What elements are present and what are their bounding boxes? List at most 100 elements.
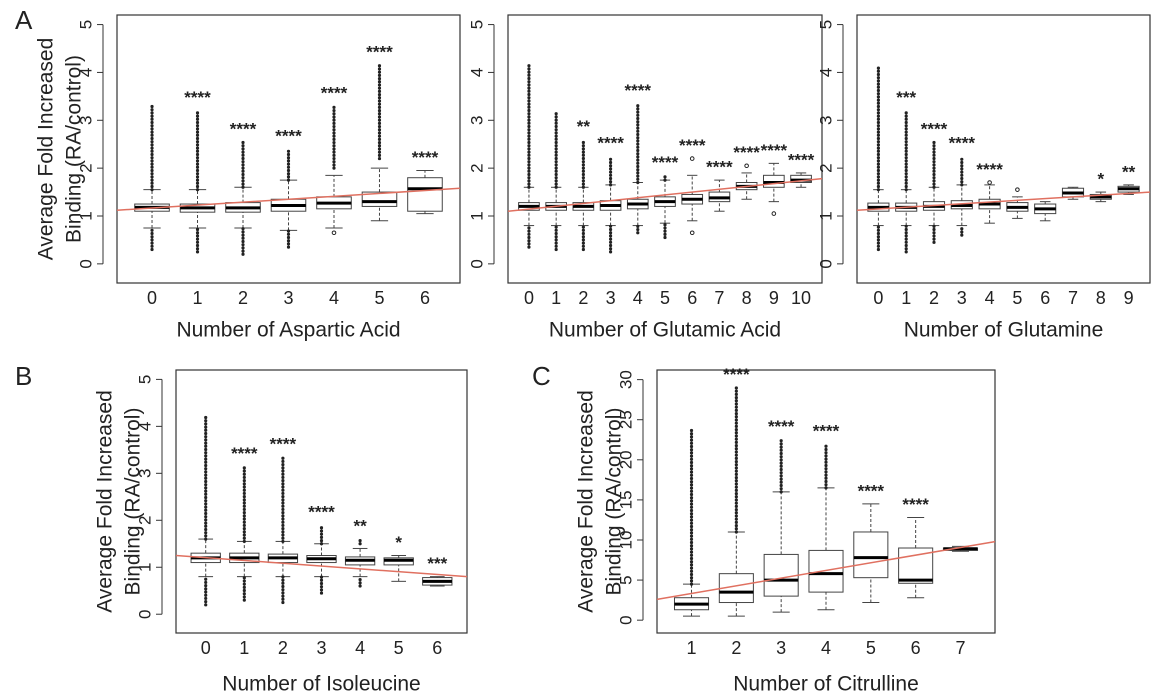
x-axis-label: Number of Glutamic Acid [549, 319, 781, 342]
significance: **** [652, 153, 679, 172]
x-axis-label: Number of Glutamine [904, 319, 1104, 342]
x-tick-label: 6 [687, 288, 697, 308]
y-tick-label: 4 [76, 68, 95, 77]
x-tick-label: 3 [606, 288, 616, 308]
box [853, 531, 889, 579]
y-axis-label: Average Fold Increased [94, 390, 117, 613]
significance: *** [896, 88, 916, 107]
y-tick-label: 1 [467, 211, 486, 220]
x-axis-label: Number of Aspartic Acid [176, 319, 400, 342]
x-tick-label: 1 [551, 288, 561, 308]
significance: **** [768, 417, 795, 436]
outlier [1015, 187, 1020, 192]
x-tick-label: 4 [355, 638, 365, 658]
outlier [689, 230, 695, 236]
y-tick-label: 30 [616, 370, 635, 389]
x-tick-label: 4 [633, 288, 643, 308]
y-tick-label: 1 [816, 211, 835, 220]
trend-line [116, 187, 461, 212]
x-tick-label: 10 [791, 288, 811, 308]
significance: **** [858, 481, 885, 500]
x-tick-label: 1 [193, 288, 203, 308]
y-axis-label: Binding (RA/control) [63, 55, 86, 243]
significance: **** [976, 160, 1003, 179]
x-tick-label: 1 [239, 638, 249, 658]
y-tick-label: 25 [616, 410, 635, 429]
panel-label: B [15, 361, 32, 391]
outlier [744, 163, 749, 169]
panel-label: C [532, 361, 551, 391]
box [763, 553, 799, 597]
plot-frame [856, 14, 1151, 284]
plot-frame [175, 369, 468, 634]
significance: **** [733, 143, 760, 162]
x-tick-label: 1 [687, 638, 697, 658]
x-tick-label: 7 [714, 288, 724, 308]
significance: *** [427, 554, 447, 573]
y-tick-label: 0 [76, 259, 95, 268]
x-tick-label: 4 [821, 638, 831, 658]
y-tick-label: 3 [816, 116, 835, 125]
significance: **** [902, 495, 929, 514]
x-tick-label: 5 [394, 638, 404, 658]
x-tick-label: 0 [524, 288, 534, 308]
y-tick-label: 4 [816, 68, 835, 77]
significance: **** [231, 444, 258, 463]
x-tick-label: 2 [278, 638, 288, 658]
significance: **** [813, 421, 840, 440]
y-tick-label: 10 [616, 531, 635, 550]
significance: **** [761, 141, 788, 160]
box [808, 549, 844, 593]
x-tick-label: 5 [660, 288, 670, 308]
trend-line [507, 177, 823, 212]
y-tick-label: 2 [467, 163, 486, 172]
x-tick-label: 7 [955, 638, 965, 658]
significance: **** [625, 81, 652, 100]
y-tick-label: 1 [135, 563, 154, 572]
outlier [987, 180, 992, 185]
y-tick-label: 5 [76, 20, 95, 29]
x-tick-label: 9 [1124, 288, 1134, 308]
x-tick-label: 6 [1040, 288, 1050, 308]
y-axis-label: Binding (RA/control) [122, 408, 145, 596]
x-tick-label: 0 [147, 288, 157, 308]
x-tick-label: 7 [1068, 288, 1078, 308]
significance: **** [723, 365, 750, 384]
x-tick-label: 2 [578, 288, 588, 308]
significance: **** [184, 88, 211, 107]
x-tick-label: 8 [1096, 288, 1106, 308]
y-tick-label: 0 [135, 609, 154, 618]
outlier [771, 211, 777, 216]
x-tick-label: 6 [432, 638, 442, 658]
x-axis-label: Number of Isoleucine [222, 673, 420, 696]
trend-line [175, 554, 468, 578]
x-tick-label: 4 [329, 288, 339, 308]
x-tick-label: 2 [929, 288, 939, 308]
x-tick-label: 2 [238, 288, 248, 308]
x-tick-label: 4 [985, 288, 995, 308]
y-tick-label: 0 [467, 259, 486, 268]
x-tick-label: 0 [873, 288, 883, 308]
y-tick-label: 0 [616, 615, 635, 624]
y-tick-label: 1 [76, 211, 95, 220]
y-tick-label: 5 [467, 20, 486, 29]
significance: ** [1122, 162, 1136, 181]
significance: ** [577, 117, 591, 136]
significance: **** [597, 134, 624, 153]
y-tick-label: 3 [76, 116, 95, 125]
x-tick-label: 0 [201, 638, 211, 658]
y-tick-label: 4 [135, 422, 154, 431]
y-tick-label: 2 [76, 163, 95, 172]
plot-frame [656, 369, 996, 634]
box [407, 177, 443, 212]
y-tick-label: 15 [616, 490, 635, 509]
significance: **** [308, 502, 335, 521]
y-tick-label: 2 [135, 516, 154, 525]
y-axis-label: Binding (RA/control) [603, 408, 626, 596]
y-tick-label: 20 [616, 450, 635, 469]
outlier [689, 156, 695, 161]
significance: **** [412, 148, 439, 167]
outlier [331, 230, 337, 236]
x-tick-label: 5 [866, 638, 876, 658]
